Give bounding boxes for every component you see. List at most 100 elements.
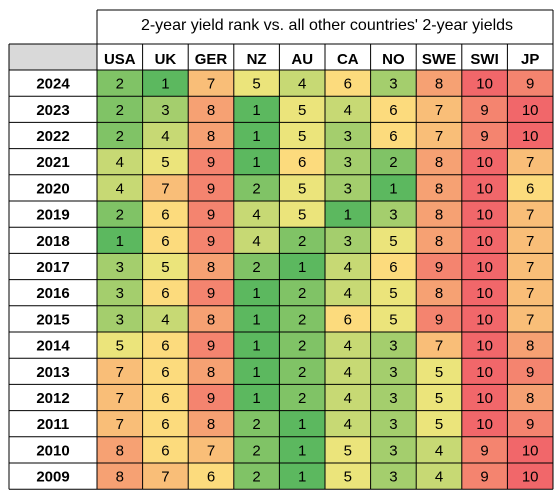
cell-value: 5 bbox=[298, 128, 306, 145]
heatmap-cell bbox=[188, 410, 234, 437]
cell-value: 2 bbox=[298, 311, 306, 328]
heatmap-cell bbox=[416, 201, 462, 228]
heatmap-cell bbox=[416, 70, 462, 97]
heatmap-cell bbox=[370, 384, 417, 411]
heatmap-cell bbox=[416, 96, 462, 123]
cell-value: 7 bbox=[435, 128, 443, 145]
heatmap-cell bbox=[461, 227, 508, 254]
cell-value: 2 bbox=[252, 259, 260, 276]
cell-value: 8 bbox=[116, 469, 124, 486]
heatmap-cell bbox=[279, 227, 325, 254]
cell-value: 9 bbox=[480, 128, 488, 145]
chart-title: 2-year yield rank vs. all other countrie… bbox=[141, 17, 513, 34]
cell-value: 3 bbox=[389, 364, 397, 381]
heatmap-cell bbox=[416, 305, 462, 332]
row-label-2023: 2023 bbox=[36, 102, 69, 119]
cell-value: 9 bbox=[480, 102, 488, 119]
cell-value: 6 bbox=[389, 102, 397, 119]
heatmap-cell bbox=[370, 227, 417, 254]
grid-layer bbox=[8, 9, 554, 490]
cell-value: 7 bbox=[161, 469, 169, 486]
heatmap-cell bbox=[97, 332, 143, 359]
heatmap-cell bbox=[325, 148, 371, 175]
row-label-2020: 2020 bbox=[36, 180, 69, 197]
heatmap-cell bbox=[507, 70, 553, 97]
heatmap-cell bbox=[370, 358, 417, 385]
heatmap-cell bbox=[325, 279, 371, 306]
heatmap-cell bbox=[416, 358, 462, 385]
cell-value: 1 bbox=[252, 128, 260, 145]
cell-value: 8 bbox=[207, 364, 215, 381]
cell-value: 6 bbox=[161, 416, 169, 433]
row-label-2011: 2011 bbox=[37, 416, 70, 433]
cell-value: 7 bbox=[207, 76, 215, 93]
corner-cell bbox=[9, 44, 97, 70]
cell-value: 10 bbox=[522, 128, 539, 145]
column-header-uk: UK bbox=[155, 51, 177, 68]
cell-value: 1 bbox=[252, 285, 260, 302]
row-label-2014: 2014 bbox=[36, 338, 70, 355]
cell-value: 1 bbox=[252, 311, 260, 328]
heatmap-cell bbox=[370, 122, 417, 149]
heatmap-cell bbox=[233, 201, 280, 228]
cell-value: 6 bbox=[161, 442, 169, 459]
cell-value: 8 bbox=[207, 128, 215, 145]
cell-value: 4 bbox=[252, 207, 260, 224]
heatmap-cell bbox=[370, 332, 417, 359]
cell-value: 4 bbox=[435, 442, 443, 459]
heatmap-cell bbox=[97, 305, 143, 332]
heatmap-cell bbox=[461, 70, 508, 97]
cell-value: 3 bbox=[389, 469, 397, 486]
heatmap-cell bbox=[142, 201, 189, 228]
labels-layer: 2024 2 1 7 5 4 6 3 8 10 9 2023 2 3 8 1 5 4 6 7 9 10 2022 2 4 8 1 5 3… bbox=[36, 76, 538, 486]
row-label-2018: 2018 bbox=[36, 233, 69, 250]
heatmap-cell bbox=[188, 201, 234, 228]
heatmap-cell bbox=[325, 436, 371, 463]
heatmap-cell bbox=[461, 332, 508, 359]
heatmap-cell bbox=[416, 279, 462, 306]
cell-value: 7 bbox=[526, 285, 534, 302]
cell-value: 7 bbox=[435, 338, 443, 355]
heatmap-cell bbox=[142, 122, 189, 149]
heatmap-cell bbox=[142, 463, 189, 490]
heatmap-cell bbox=[142, 70, 189, 97]
cell-value: 3 bbox=[389, 390, 397, 407]
cell-value: 6 bbox=[161, 285, 169, 302]
column-header-no: NO bbox=[382, 51, 405, 68]
cell-value: 6 bbox=[389, 259, 397, 276]
column-header-au: AU bbox=[291, 51, 313, 68]
column-header-jp: JP bbox=[521, 51, 539, 68]
column-header-ca: CA bbox=[337, 51, 359, 68]
cell-value: 1 bbox=[298, 442, 306, 459]
cell-value: 8 bbox=[435, 76, 443, 93]
heatmap-cell bbox=[142, 148, 189, 175]
heatmap-cell bbox=[461, 305, 508, 332]
cells-layer bbox=[97, 70, 553, 490]
cell-value: 8 bbox=[435, 154, 443, 171]
heatmap-cell bbox=[507, 96, 553, 123]
cell-value: 5 bbox=[344, 442, 352, 459]
cell-value: 9 bbox=[207, 285, 215, 302]
heatmap-cell bbox=[188, 358, 234, 385]
cell-value: 10 bbox=[476, 311, 493, 328]
heatmap-cell bbox=[97, 70, 143, 97]
heatmap-cell bbox=[142, 96, 189, 123]
cell-value: 4 bbox=[435, 469, 443, 486]
heatmap-cell bbox=[461, 384, 508, 411]
cell-value: 2 bbox=[298, 285, 306, 302]
heatmap-cell bbox=[233, 148, 280, 175]
heatmap-cell bbox=[325, 358, 371, 385]
heatmap-cell bbox=[142, 332, 189, 359]
row-label-2017: 2017 bbox=[36, 259, 69, 276]
heatmap-cell bbox=[370, 410, 417, 437]
cell-value: 1 bbox=[298, 259, 306, 276]
heatmap-cell bbox=[188, 384, 234, 411]
cell-value: 8 bbox=[207, 416, 215, 433]
heatmap-cell bbox=[461, 358, 508, 385]
heatmap-cell bbox=[461, 122, 508, 149]
heatmap-cell bbox=[279, 436, 325, 463]
cell-value: 4 bbox=[344, 102, 352, 119]
heatmap-cell bbox=[279, 305, 325, 332]
cell-value: 10 bbox=[522, 442, 539, 459]
cell-value: 2 bbox=[252, 442, 260, 459]
